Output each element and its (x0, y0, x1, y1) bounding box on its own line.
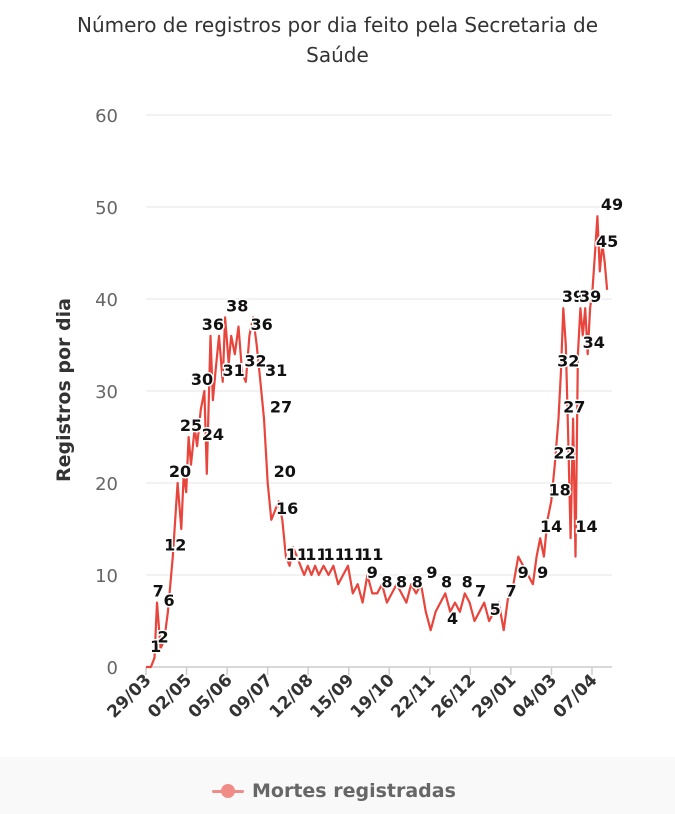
series-mortes-registradas (146, 215, 609, 669)
data-label: 8 (462, 572, 473, 591)
data-label: 25 (180, 416, 202, 435)
legend-marker-icon (212, 784, 244, 798)
data-label: 8 (441, 572, 452, 591)
data-label: 18 (549, 480, 571, 499)
data-label: 27 (563, 398, 585, 417)
y-tick-label: 60 (95, 106, 118, 127)
x-tick-label: 26/12 (428, 670, 480, 722)
data-label: 45 (596, 232, 618, 251)
legend-item-mortes-registradas[interactable]: Mortes registradas (212, 780, 456, 802)
data-label: 39 (562, 287, 584, 306)
data-label: 16 (276, 499, 298, 518)
data-label: 36 (250, 315, 272, 334)
data-label: 8 (381, 572, 392, 591)
series-line-mortes-registradas[interactable] (146, 215, 609, 669)
data-label: 2 (157, 628, 168, 647)
x-tick-label: 09/07 (225, 670, 277, 722)
data-label: 11 (286, 545, 308, 564)
data-label: 20 (169, 462, 191, 481)
data-label: 9 (537, 563, 548, 582)
line-chart: 0 10 20 30 40 50 60 Registros por dia 29/0302/… (53, 106, 625, 722)
data-label: 7 (475, 582, 486, 601)
x-axis-ticks: 29/0302/0505/0609/0712/0815/0919/1022/11… (104, 667, 602, 722)
data-label: 36 (202, 315, 224, 334)
x-tick-label: 05/06 (185, 670, 237, 722)
data-label: 27 (270, 398, 292, 417)
y-tick-label: 40 (95, 290, 118, 311)
data-label: 30 (191, 370, 213, 389)
y-axis-tick-labels: 0 10 20 30 40 50 60 (95, 106, 118, 679)
data-label: 1 (150, 637, 161, 656)
data-label: 5 (490, 600, 501, 619)
data-label: 8 (396, 572, 407, 591)
data-label: 9 (367, 563, 378, 582)
data-label: 14 (575, 517, 597, 536)
y-tick-label: 50 (95, 198, 118, 219)
gridlines (146, 114, 612, 576)
data-label: 32 (557, 352, 579, 371)
data-label: 9 (518, 563, 529, 582)
y-tick-label: 30 (95, 382, 118, 403)
data-label: 11 (343, 545, 365, 564)
y-axis-label: Registros por dia (53, 298, 75, 482)
data-label: 32 (244, 352, 266, 371)
chart-title-line-2: Saúde (306, 43, 369, 67)
data-label: 24 (202, 425, 224, 444)
data-label: 11 (323, 545, 345, 564)
data-label: 31 (265, 361, 287, 380)
chart-title: Número de registros por dia feito pela S… (0, 10, 675, 70)
data-label: 4 (447, 609, 458, 628)
data-label: 22 (553, 444, 575, 463)
x-tick-label: 02/05 (144, 670, 196, 722)
y-tick-label: 20 (95, 474, 118, 495)
data-label: 39 (579, 287, 601, 306)
x-tick-label: 04/03 (509, 670, 561, 722)
x-tick-label: 22/11 (387, 670, 439, 722)
data-label: 9 (426, 563, 437, 582)
data-label: 34 (583, 333, 605, 352)
data-label: 7 (153, 582, 164, 601)
y-tick-label: 10 (95, 566, 118, 587)
data-label: 7 (505, 582, 516, 601)
x-tick-label: 12/08 (266, 670, 318, 722)
data-label: 14 (540, 517, 562, 536)
legend-label: Mortes registradas (252, 780, 456, 802)
data-label: 12 (164, 536, 186, 555)
data-label: 20 (274, 462, 296, 481)
data-labels: 1726122025302436313832363127201611111111… (149, 194, 625, 658)
data-label: 38 (226, 296, 248, 315)
x-tick-label: 07/04 (550, 670, 602, 722)
data-label: 49 (601, 195, 623, 214)
data-label: 8 (412, 572, 423, 591)
data-label: 11 (305, 545, 327, 564)
chart-title-line-1: Número de registros por dia feito pela S… (76, 13, 598, 37)
data-label: 31 (222, 361, 244, 380)
data-label: 6 (164, 591, 175, 610)
x-tick-label: 15/09 (306, 670, 358, 722)
x-tick-label: 19/10 (347, 670, 399, 722)
y-tick-label: 0 (107, 658, 118, 679)
x-tick-label: 29/01 (468, 670, 520, 722)
chart-footer (0, 757, 675, 814)
data-label: 11 (361, 545, 383, 564)
